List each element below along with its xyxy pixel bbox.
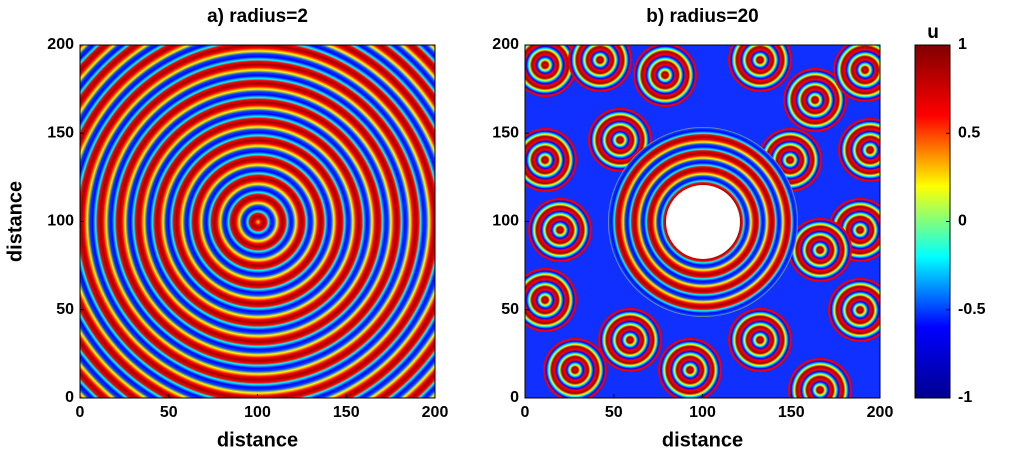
field-spiral [728, 45, 792, 92]
x-tick-label: 50 [605, 404, 623, 421]
field-spiral [633, 45, 697, 107]
field-spiral [568, 45, 632, 92]
field-hole [666, 185, 740, 259]
y-tick-label: 150 [47, 124, 74, 141]
colorbar-tick-label: -0.5 [958, 301, 986, 318]
x-tick-label: 0 [521, 404, 530, 421]
field-spiral [788, 358, 852, 398]
x-tick-label: 50 [160, 404, 178, 421]
y-axis-label: distance [4, 181, 26, 262]
field-spiral [525, 45, 577, 97]
y-tick-label: 0 [65, 389, 74, 406]
panel-title: a) radius=2 [207, 6, 308, 27]
field-image [80, 45, 435, 398]
x-tick-label: 100 [689, 404, 716, 421]
colorbar-tick-label: -1 [958, 389, 972, 406]
field-spiral [728, 308, 792, 372]
field-spiral [543, 338, 607, 398]
y-tick-label: 200 [492, 36, 519, 53]
y-tick-label: 50 [56, 301, 74, 318]
field-spiral [598, 308, 662, 372]
y-tick-label: 100 [492, 213, 519, 230]
panel-title: b) radius=20 [646, 6, 758, 27]
x-tick-label: 150 [778, 404, 805, 421]
field-spiral [833, 45, 880, 102]
field-image [525, 45, 880, 398]
field-spiral [783, 68, 847, 132]
field-spiral [828, 278, 880, 342]
colorbar [914, 44, 951, 399]
x-tick-label: 200 [422, 404, 449, 421]
field-spiral [525, 268, 577, 332]
colorbar-tick-label: 0 [958, 213, 967, 230]
x-axis-label: distance [217, 429, 298, 451]
field-spiral [838, 118, 880, 182]
x-tick-label: 100 [244, 404, 271, 421]
y-tick-label: 200 [47, 36, 74, 53]
colorbar-title: u [927, 22, 939, 43]
field-spiral [528, 198, 592, 262]
field-spiral [525, 128, 577, 192]
y-tick-label: 50 [501, 301, 519, 318]
x-tick-label: 0 [76, 404, 85, 421]
y-tick-label: 100 [47, 213, 74, 230]
x-tick-label: 150 [333, 404, 360, 421]
x-axis-label: distance [662, 429, 743, 451]
x-tick-label: 200 [867, 404, 894, 421]
colorbar-tick-label: 1 [958, 36, 967, 53]
field-spiral [658, 338, 722, 398]
colorbar-tick-label: 0.5 [958, 124, 980, 141]
y-tick-label: 150 [492, 124, 519, 141]
field-spiral [788, 218, 852, 282]
y-tick-label: 0 [510, 389, 519, 406]
